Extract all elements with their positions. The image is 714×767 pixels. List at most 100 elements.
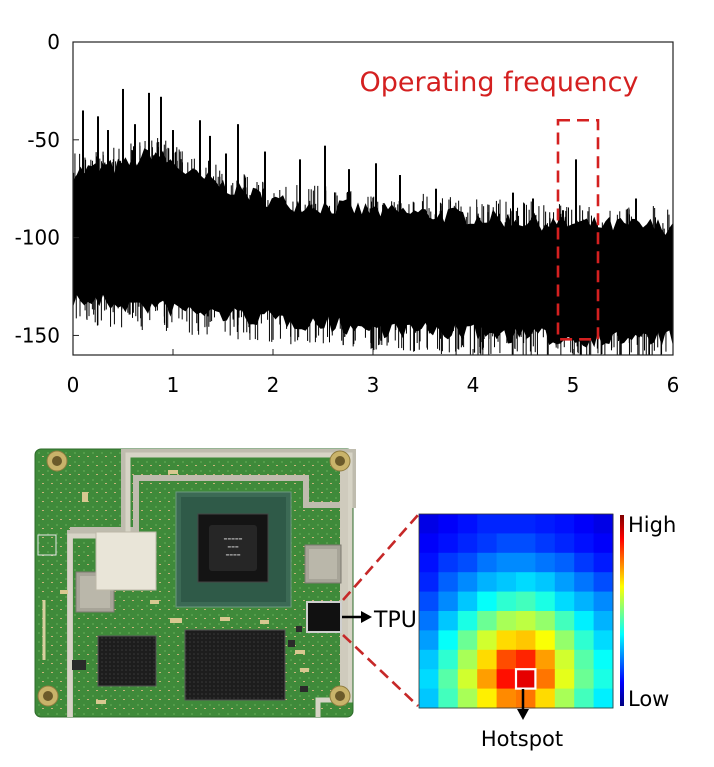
heatmap-cell bbox=[438, 669, 459, 690]
heatmap-cell bbox=[593, 649, 614, 670]
heatmap-cell bbox=[419, 688, 439, 709]
peak-lines bbox=[82, 88, 637, 245]
x-tick-label: 6 bbox=[667, 373, 680, 397]
x-tick-label: 2 bbox=[267, 373, 280, 397]
heatmap-cell bbox=[535, 572, 556, 593]
heatmap-cell bbox=[496, 552, 517, 573]
zoom-lines bbox=[342, 514, 419, 707]
heatmap-cell bbox=[419, 591, 439, 612]
heatmap-cell bbox=[438, 649, 459, 670]
heatmap-cell bbox=[574, 591, 595, 612]
heatmap-cell bbox=[457, 649, 478, 670]
heatmap-cell bbox=[496, 669, 517, 690]
colorbar: High Low bbox=[620, 513, 676, 711]
heatmap-cell bbox=[496, 591, 517, 612]
hotspot-callout: Hotspot bbox=[481, 689, 563, 751]
wifi-module bbox=[95, 531, 157, 591]
heatmap-frame bbox=[418, 513, 614, 709]
heatmap-cell bbox=[516, 572, 536, 593]
spectrum-chart: 0 1 2 3 4 5 6 0 -50 -100 -150 Operating frequency bbox=[15, 30, 680, 397]
x-tick-label: 0 bbox=[67, 373, 80, 397]
heatmap-cell bbox=[554, 649, 575, 670]
heatmap-cell bbox=[457, 688, 478, 709]
heatmap-cell bbox=[574, 611, 595, 631]
heatmap-cell bbox=[574, 630, 595, 651]
heatmap-cell bbox=[593, 533, 614, 554]
heatmap-cell bbox=[516, 514, 536, 534]
heatmap-cell bbox=[477, 649, 498, 670]
x-tick-label: 5 bbox=[567, 373, 580, 397]
heatmap-cell bbox=[535, 514, 556, 534]
colorbar-high-label: High bbox=[628, 513, 676, 537]
heatmap-cell bbox=[574, 688, 595, 709]
x-tick-label: 3 bbox=[367, 373, 380, 397]
heatmap-cell bbox=[554, 611, 575, 631]
heatmap-cell bbox=[516, 611, 536, 631]
heatmap-cell bbox=[438, 630, 459, 651]
heatmap-cell bbox=[477, 611, 498, 631]
heatmap-cell bbox=[516, 533, 536, 554]
axis-ticks: 0 1 2 3 4 5 6 0 -50 -100 -150 bbox=[15, 30, 680, 397]
heatmap-cell bbox=[457, 514, 478, 534]
heatmap-cell bbox=[496, 533, 517, 554]
heatmap-cell bbox=[477, 630, 498, 651]
heatmap-cell bbox=[554, 533, 575, 554]
heatmap-cell bbox=[554, 572, 575, 593]
heatmap-cell bbox=[457, 533, 478, 554]
svg-text:▬▬▬▬: ▬▬▬▬ bbox=[225, 552, 240, 557]
heatmap-cell bbox=[516, 552, 536, 573]
y-tick-label: -100 bbox=[15, 226, 60, 250]
heatmap-cell bbox=[535, 533, 556, 554]
heatmap-cell bbox=[438, 591, 459, 612]
hotspot-marker bbox=[514, 668, 537, 690]
heatmap-cell bbox=[438, 572, 459, 593]
heatmap-cell bbox=[554, 514, 575, 534]
heatmap-cell bbox=[477, 572, 498, 593]
heatmap-cell bbox=[419, 552, 439, 573]
heatmap-cell bbox=[496, 688, 517, 709]
svg-text:▬▬▬▬▬: ▬▬▬▬▬ bbox=[224, 536, 243, 541]
y-tick-label: -50 bbox=[27, 128, 60, 152]
heatmap-cell bbox=[419, 630, 439, 651]
svg-text:▬▬▬: ▬▬▬ bbox=[227, 544, 239, 549]
heatmap-cell bbox=[457, 669, 478, 690]
heatmap-cell bbox=[593, 688, 614, 709]
heatmap-cell bbox=[477, 591, 498, 612]
heatmap-cell bbox=[419, 669, 439, 690]
tpu-label: TPU bbox=[373, 608, 417, 633]
x-tick-label: 1 bbox=[167, 373, 180, 397]
heatmap-cell bbox=[535, 552, 556, 573]
heatmap-cell bbox=[574, 572, 595, 593]
thermal-heatmap bbox=[418, 513, 614, 709]
heatmap-cell bbox=[477, 533, 498, 554]
heatmap-cell bbox=[516, 649, 536, 670]
hotspot-label: Hotspot bbox=[481, 727, 563, 751]
heatmap-cell bbox=[593, 572, 614, 593]
heatmap-cell bbox=[496, 514, 517, 534]
heatmap-cell bbox=[516, 630, 536, 651]
x-tick-label: 4 bbox=[467, 373, 480, 397]
memory-chip bbox=[184, 629, 286, 701]
heatmap-cell bbox=[535, 611, 556, 631]
heatmap-cell bbox=[593, 669, 614, 690]
heatmap-cell bbox=[593, 591, 614, 612]
arrow-down-icon bbox=[517, 709, 529, 720]
heatmap-cell bbox=[574, 552, 595, 573]
heatmap-cell bbox=[554, 591, 575, 612]
y-tick-label: 0 bbox=[47, 30, 60, 54]
heatmap-cell bbox=[438, 533, 459, 554]
heatmap-cell bbox=[574, 533, 595, 554]
heatmap-cell bbox=[419, 649, 439, 670]
heatmap-cell bbox=[593, 552, 614, 573]
heatmap-cell bbox=[457, 572, 478, 593]
circuit-board: ▬▬▬▬▬ ▬▬▬ ▬▬▬▬ bbox=[34, 448, 356, 718]
heatmap-cell bbox=[516, 688, 536, 709]
noise-floor bbox=[73, 148, 673, 348]
heatmap-cell bbox=[477, 552, 498, 573]
heatmap-cell bbox=[593, 611, 614, 631]
heatmap-cell bbox=[593, 514, 614, 534]
heatmap-cell bbox=[438, 611, 459, 631]
heatmap-cell bbox=[419, 611, 439, 631]
heatmap-cell bbox=[535, 669, 556, 690]
